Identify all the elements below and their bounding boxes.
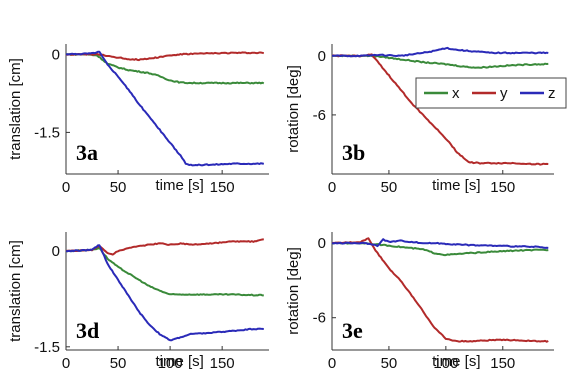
x-tick-label: 150 (210, 355, 235, 372)
panel-3e: 0 -6 0 50 100 150 time [s] rotation [deg] 3e (285, 232, 554, 372)
x-tick-label: 0 (328, 355, 336, 372)
y-axis-label: translation [cm] (7, 58, 24, 160)
x-tick-label: 50 (381, 179, 398, 196)
y-tick-label: 0 (52, 243, 60, 260)
x-tick-label: 0 (328, 179, 336, 196)
x-axis-label: time [s] (156, 353, 204, 370)
x-tick-label: 50 (110, 355, 127, 372)
panel-label: 3e (342, 318, 363, 343)
legend-label-y: y (500, 85, 508, 102)
panel-3b: 0 -6 0 50 150 time [s] rotation [deg] 3b x y z (285, 44, 567, 196)
x-axis-label: time [s] (156, 177, 204, 194)
y-axis-label: rotation [deg] (285, 65, 302, 153)
series-line-x (331, 54, 549, 69)
series-line-z (65, 244, 264, 342)
y-tick-label: -1.5 (34, 339, 60, 356)
legend-label-x: x (452, 85, 460, 102)
x-tick-label: 150 (490, 179, 515, 196)
legend-label-z: z (548, 85, 556, 102)
series-line-x (65, 53, 265, 85)
x-tick-label: 150 (210, 179, 235, 196)
series-line-z (332, 46, 549, 58)
series-line-y (65, 238, 264, 256)
x-axis-label: time [s] (432, 353, 480, 370)
panel-label: 3b (342, 140, 365, 165)
y-tick-label: 0 (318, 48, 326, 65)
series-line-z (65, 50, 265, 167)
y-axis-label: translation [cm] (7, 240, 24, 342)
panel-label: 3d (76, 318, 99, 343)
x-axis-label: time [s] (432, 177, 480, 194)
x-tick-label: 150 (490, 355, 515, 372)
series-line-z (331, 238, 549, 249)
x-tick-label: 0 (62, 179, 70, 196)
y-tick-label: 0 (318, 235, 326, 252)
y-tick-label: 0 (52, 46, 60, 63)
x-tick-label: 0 (62, 355, 70, 372)
y-axis-label: rotation [deg] (285, 247, 302, 335)
series-line-x (65, 247, 264, 297)
x-tick-label: 50 (110, 179, 127, 196)
y-tick-label: -1.5 (34, 124, 60, 141)
panel-label: 3a (76, 140, 98, 165)
x-tick-label: 100 (433, 355, 458, 372)
x-tick-label: 100 (158, 355, 183, 372)
y-tick-label: -6 (313, 310, 326, 327)
panel-3a: 0 -1.5 0 50 150 time [s] translation [cm] 3a (7, 44, 269, 196)
series-line-y (65, 51, 265, 62)
x-tick-label: 50 (381, 355, 398, 372)
legend: x y z (415, 77, 567, 109)
y-tick-label: -6 (313, 107, 326, 124)
series-line-y (331, 237, 549, 343)
